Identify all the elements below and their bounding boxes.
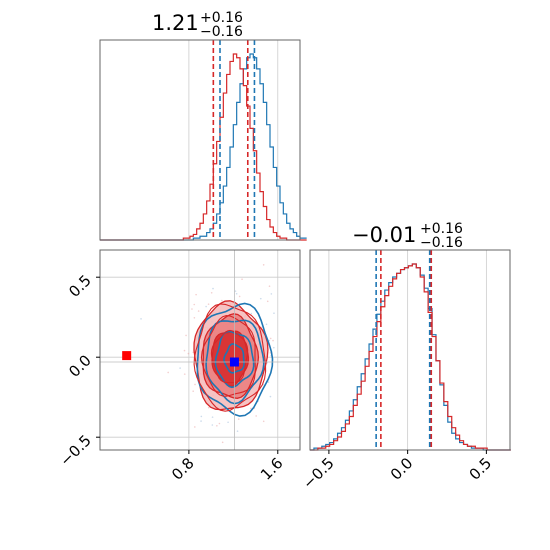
joint-sample-point xyxy=(270,293,273,295)
joint-contours xyxy=(100,250,309,500)
joint-sample-point xyxy=(235,292,238,295)
joint-sample-point xyxy=(191,308,193,310)
joint-y-tick-label: −0.5 xyxy=(56,431,94,469)
joint-sample-point xyxy=(269,337,272,340)
joint-sample-point xyxy=(272,339,274,342)
joint-sample-point xyxy=(236,430,239,432)
marginal-x-gridlines xyxy=(188,40,279,240)
joint-sample-point xyxy=(227,421,229,424)
joint-sample-point xyxy=(255,415,257,417)
joint-marker-blue xyxy=(229,357,239,367)
joint-sample-point xyxy=(194,383,196,386)
joint-sample-point xyxy=(211,424,214,426)
joint-sample-point xyxy=(192,390,195,393)
joint-sample-point xyxy=(200,415,203,418)
joint-sample-point xyxy=(185,334,187,337)
joint-sample-point xyxy=(183,373,186,375)
joint-sample-point xyxy=(207,303,210,305)
joint-sample-point xyxy=(212,287,214,290)
marginal-y-x-tick-label: 0.5 xyxy=(466,454,496,484)
marginal-y-x-tick-label: −0.5 xyxy=(299,454,337,492)
joint-sample-point xyxy=(221,299,223,302)
joint-sample-point xyxy=(241,278,243,281)
joint-sample-point xyxy=(262,264,265,266)
joint-sample-point xyxy=(210,292,213,294)
marginal-y-title-plus: +0.16 xyxy=(420,221,463,237)
joint-sample-point xyxy=(195,293,197,296)
joint-x-tick-label: 0.8 xyxy=(168,454,198,484)
joint-sample-point xyxy=(268,339,271,342)
joint-red-contour-line xyxy=(210,329,249,384)
joint-sample-point xyxy=(183,349,186,352)
marginal-y-frame xyxy=(309,249,511,451)
joint-blue-contour xyxy=(205,319,265,405)
joint-sample-point xyxy=(200,420,202,422)
joint-sample-point xyxy=(267,381,270,383)
joint-sample-point xyxy=(207,406,210,409)
joint-sample-point xyxy=(193,316,196,319)
marginal-y-panel: −0.01 +0.16 −0.16 −0.5 0.0 0.5 xyxy=(299,221,511,493)
joint-sample-point xyxy=(250,312,253,315)
joint-sample-point xyxy=(216,424,218,427)
joint-sample-point xyxy=(234,290,237,292)
joint-sample-point xyxy=(250,407,252,410)
joint-sample-point xyxy=(266,300,269,303)
joint-blue-contour xyxy=(214,330,255,389)
marginal-x-title: 1.21 xyxy=(152,11,199,35)
joint-y-tick-label: 0.5 xyxy=(65,271,95,301)
joint-marker-red xyxy=(122,351,132,361)
joint-blue-contour xyxy=(223,343,245,374)
joint-sample-point xyxy=(259,297,262,300)
joint-y-tick-label: 0.0 xyxy=(65,351,95,381)
joint-sample-point xyxy=(268,285,271,288)
joint-sample-point xyxy=(211,416,214,418)
joint-panel: 0.8 1.6 0.5 0.0 −0.5 xyxy=(56,249,309,500)
joint-red-contour-line xyxy=(193,303,267,412)
joint-sample-point xyxy=(140,318,142,320)
marginal-x-title-plus: +0.16 xyxy=(200,10,243,26)
joint-x-tick-label: 1.6 xyxy=(257,454,287,484)
joint-sample-point xyxy=(221,441,224,444)
joint-frame xyxy=(99,249,301,451)
marginal-x-histogram-blue xyxy=(100,53,307,241)
joint-sample-point xyxy=(265,323,268,326)
marginal-y-ticks: −0.5 0.0 0.5 xyxy=(299,450,495,493)
marginal-y-title-minus: −0.16 xyxy=(420,235,463,251)
marginal-y-x-tick-label: 0.0 xyxy=(387,454,417,484)
marginal-x-histogram-red xyxy=(100,53,307,241)
marginal-y-title-value: −0.01 xyxy=(352,223,416,247)
marginal-y-histogram-blue xyxy=(310,263,511,451)
marginal-x-title-value: 1.21 xyxy=(152,11,199,35)
joint-sample-point xyxy=(187,352,190,355)
joint-sample-point xyxy=(273,346,275,349)
marginal-x-panel: 1.21 +0.16 −0.16 xyxy=(99,10,307,241)
marginal-y-title: −0.01 xyxy=(352,223,416,247)
joint-sample-point xyxy=(167,371,169,374)
joint-sample-point xyxy=(197,310,200,312)
joint-red-contour-line xyxy=(200,315,256,397)
marginal-x-histograms xyxy=(100,40,307,241)
marginal-x-title-minus: −0.16 xyxy=(200,24,243,40)
joint-sample-point xyxy=(269,395,272,398)
joint-sample-point xyxy=(307,358,309,360)
joint-blue-contour xyxy=(196,302,274,417)
joint-sample-point xyxy=(179,367,181,369)
joint-sample-point xyxy=(262,420,265,423)
marginal-y-histogram-red xyxy=(310,263,511,451)
joint-sample-point xyxy=(194,426,196,428)
marginal-y-histograms xyxy=(310,250,511,451)
joint-sample-point xyxy=(238,295,241,298)
joint-sample-point xyxy=(227,498,229,500)
marginal-x-frame xyxy=(99,39,301,241)
joint-sample-point xyxy=(218,422,221,425)
joint-sample-point xyxy=(205,305,207,308)
joint-sample-point xyxy=(237,418,240,420)
marginal-y-gridlines xyxy=(328,250,487,450)
joint-sample-point xyxy=(273,312,275,315)
joint-sample-point xyxy=(193,303,196,306)
